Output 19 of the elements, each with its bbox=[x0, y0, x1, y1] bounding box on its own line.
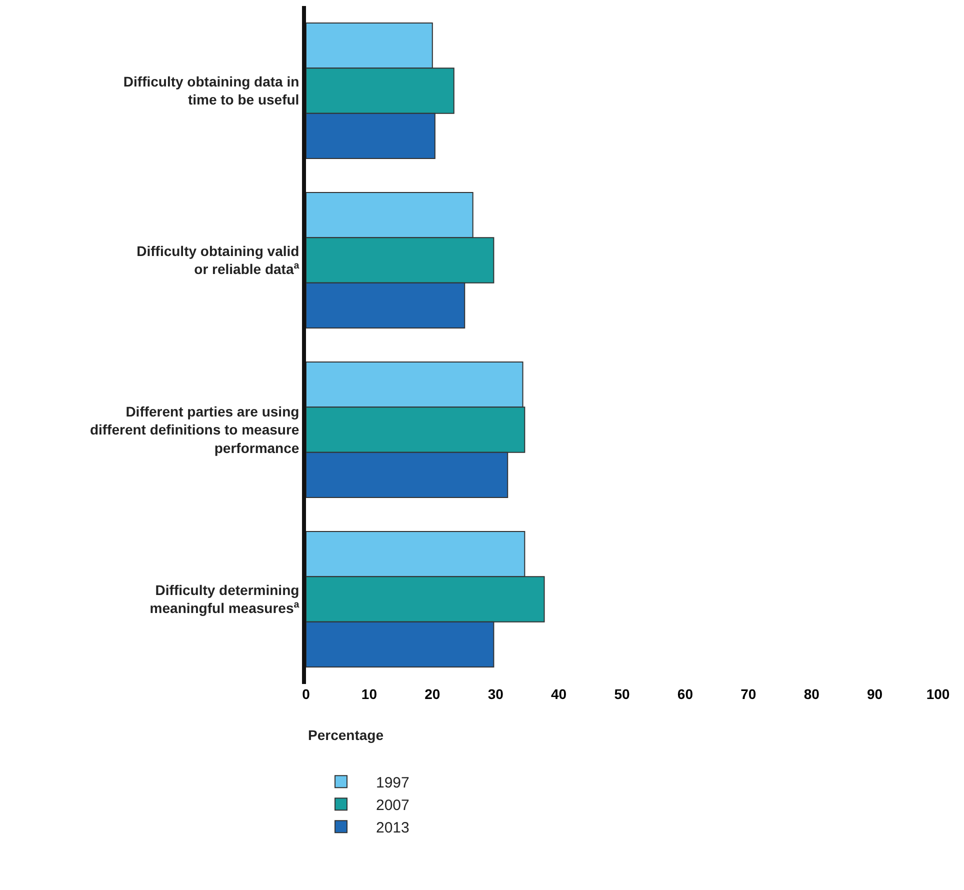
x-axis-title: Percentage bbox=[308, 727, 384, 743]
x-tick-label: 40 bbox=[551, 686, 567, 702]
legend-label: 1997 bbox=[376, 774, 410, 792]
x-tick-label: 10 bbox=[361, 686, 378, 702]
x-tick-label: 80 bbox=[804, 686, 820, 702]
x-tick-label: 30 bbox=[488, 686, 504, 702]
y-tick-label: Difficulty determining meaningful measures$^{a}$ bbox=[150, 582, 300, 616]
y-tick-label: Difficulty obtaining data in time to be useful bbox=[123, 74, 300, 108]
y-tick-label: Different parties are using different definitions to measure performance bbox=[90, 403, 300, 456]
x-tick-label: 60 bbox=[677, 686, 694, 702]
y-tick-label: Difficulty obtaining valid or reliable data$^{a}$ bbox=[136, 243, 300, 278]
x-tick-label: 50 bbox=[614, 686, 630, 702]
x-tick-label: 0 bbox=[302, 686, 310, 702]
x-tick-label: 100 bbox=[926, 686, 950, 702]
x-tick-label: 70 bbox=[740, 686, 756, 702]
x-tick-label: 20 bbox=[424, 686, 440, 702]
x-tick-label: 90 bbox=[867, 686, 883, 702]
legend-label: 2007 bbox=[376, 796, 410, 814]
legend-label: 2013 bbox=[376, 819, 410, 836]
